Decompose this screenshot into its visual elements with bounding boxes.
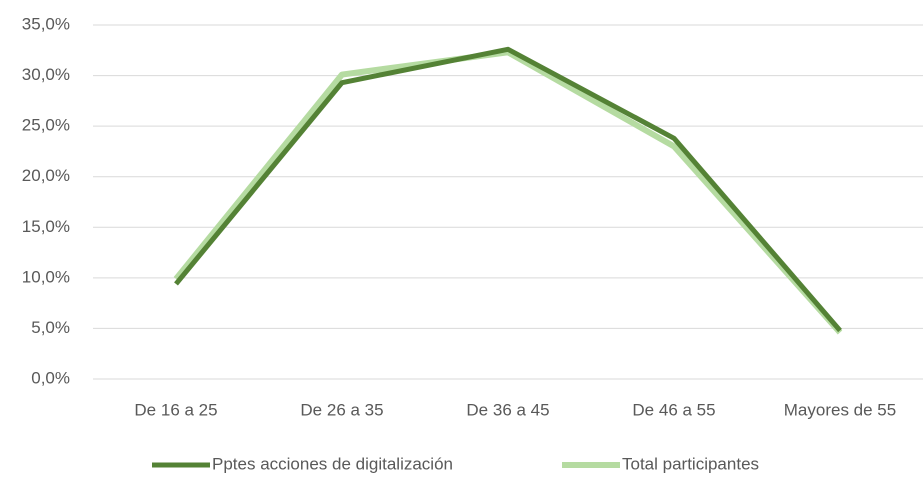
legend-label: Total participantes xyxy=(622,454,759,473)
y-tick-label: 35,0% xyxy=(22,14,70,33)
x-tick-label: Mayores de 55 xyxy=(784,400,896,419)
series-line xyxy=(173,49,843,335)
y-tick-label: 15,0% xyxy=(22,217,70,236)
y-tick-label: 30,0% xyxy=(22,65,70,84)
y-tick-label: 10,0% xyxy=(22,267,70,286)
legend-label: Pptes acciones de digitalización xyxy=(212,454,453,473)
y-tick-label: 0,0% xyxy=(31,368,70,387)
x-tick-label: De 36 a 45 xyxy=(466,400,549,419)
y-tick-label: 5,0% xyxy=(31,318,70,337)
x-tick-label: De 46 a 55 xyxy=(632,400,715,419)
x-tick-label: De 16 a 25 xyxy=(134,400,217,419)
series-line xyxy=(174,46,842,333)
y-tick-label: 20,0% xyxy=(22,166,70,185)
y-tick-label: 25,0% xyxy=(22,116,70,135)
x-tick-label: De 26 a 35 xyxy=(300,400,383,419)
